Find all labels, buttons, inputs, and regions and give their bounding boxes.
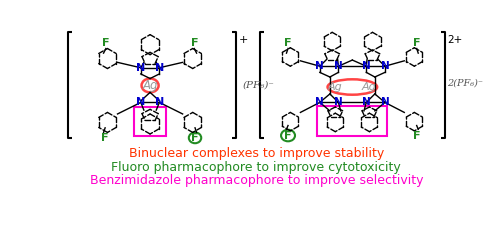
Text: F: F — [413, 38, 420, 48]
Text: 2(PF₆)⁻: 2(PF₆)⁻ — [447, 79, 483, 88]
Text: N: N — [380, 61, 390, 71]
Text: +: + — [239, 35, 248, 46]
Text: F: F — [190, 38, 198, 48]
Text: N: N — [362, 61, 370, 71]
Text: F: F — [413, 131, 420, 140]
Text: N: N — [136, 63, 145, 73]
Text: N: N — [316, 61, 324, 71]
Text: N: N — [334, 61, 343, 71]
Text: Ag: Ag — [328, 82, 342, 92]
Text: 2+: 2+ — [447, 35, 462, 46]
Text: Binuclear complexes to improve stability: Binuclear complexes to improve stability — [128, 147, 384, 160]
Text: F: F — [284, 38, 292, 48]
Text: N: N — [316, 97, 324, 107]
Text: F: F — [102, 38, 110, 48]
Text: Fluoro pharmacophore to improve cytotoxicity: Fluoro pharmacophore to improve cytotoxi… — [112, 161, 401, 173]
Text: F: F — [192, 133, 199, 143]
Text: N: N — [136, 97, 145, 107]
Text: (PF₆)⁻: (PF₆)⁻ — [242, 81, 274, 90]
Text: N: N — [362, 97, 370, 107]
Text: N: N — [155, 63, 164, 73]
Text: N: N — [155, 97, 164, 107]
Text: F: F — [102, 133, 109, 143]
Text: Ag: Ag — [362, 82, 377, 92]
Text: Benzimidazole pharmacophore to improve selectivity: Benzimidazole pharmacophore to improve s… — [90, 174, 423, 187]
Text: N: N — [380, 97, 390, 107]
Text: Ag: Ag — [142, 79, 158, 92]
Text: N: N — [334, 97, 343, 107]
Text: F: F — [284, 131, 292, 140]
